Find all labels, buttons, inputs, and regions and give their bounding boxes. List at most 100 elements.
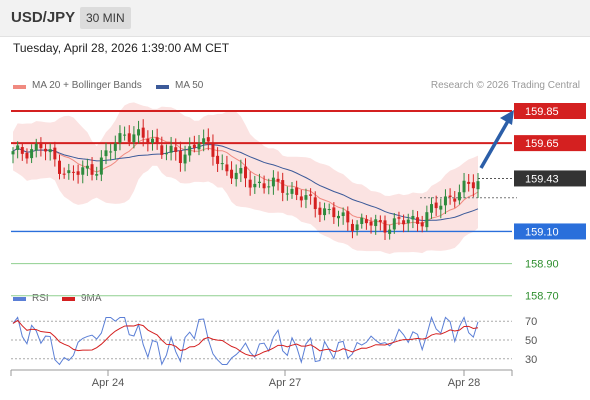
candle <box>53 141 57 167</box>
ma20-legend-label: MA 20 + Bollinger Bands <box>32 80 142 91</box>
candle <box>44 143 48 161</box>
candle <box>16 141 20 159</box>
candle <box>164 144 168 161</box>
candle <box>183 145 187 172</box>
candle <box>67 163 71 180</box>
current-price-tag <box>514 170 586 187</box>
candle <box>327 203 331 215</box>
candle <box>448 188 452 205</box>
candle <box>457 184 461 205</box>
candle <box>309 188 313 205</box>
candle <box>402 214 406 233</box>
candle <box>244 158 247 188</box>
candle <box>160 136 164 159</box>
ma50-swatch <box>156 85 169 89</box>
candle <box>85 158 89 176</box>
candle <box>234 164 238 187</box>
candle <box>225 155 229 176</box>
candle <box>299 189 303 208</box>
candle <box>248 171 252 196</box>
timeframe-button[interactable]: 30 MIN <box>80 7 131 29</box>
resistance-label: 159.85 <box>525 106 559 118</box>
candle <box>58 154 61 180</box>
candle <box>430 197 433 219</box>
candle <box>48 143 52 161</box>
candle <box>318 201 322 222</box>
pivot-label: 159.10 <box>525 226 559 238</box>
candle <box>188 137 192 162</box>
candle <box>346 206 350 231</box>
ma50-legend-label: MA 50 <box>175 80 204 91</box>
candle <box>341 207 345 225</box>
candle <box>118 125 122 151</box>
candle <box>11 147 15 164</box>
ma50-line <box>12 143 479 222</box>
symbol-label: USD/JPY <box>11 9 76 26</box>
candle <box>411 209 415 229</box>
candle <box>323 202 327 221</box>
rsi-tick-label: 70 <box>525 316 537 328</box>
candle <box>364 215 368 230</box>
candle <box>471 174 475 197</box>
candle <box>276 171 280 191</box>
candle <box>369 217 373 234</box>
candle <box>141 119 145 147</box>
candle <box>253 175 257 194</box>
candle <box>332 202 336 224</box>
candle <box>420 215 424 233</box>
rsi-legend-label: RSI <box>32 293 49 304</box>
candle <box>337 210 340 227</box>
x-tick-label: Apr 28 <box>448 377 480 389</box>
resistance-tag <box>514 135 586 152</box>
candle <box>416 211 420 232</box>
candle <box>350 219 354 239</box>
candle <box>281 172 285 202</box>
candle <box>285 186 289 201</box>
candle <box>453 191 457 208</box>
ma20-swatch <box>13 85 26 89</box>
candle <box>30 144 34 164</box>
candle <box>443 189 447 215</box>
candle <box>95 166 99 181</box>
candle <box>313 191 317 218</box>
candle <box>267 178 271 195</box>
forecast-arrow-line <box>479 120 510 169</box>
candle <box>192 135 196 153</box>
candle <box>76 164 80 184</box>
candle <box>239 159 243 183</box>
candle <box>178 141 182 172</box>
candle <box>425 205 429 232</box>
candle <box>304 188 308 209</box>
candle <box>406 213 410 232</box>
candle <box>476 173 480 198</box>
x-axis: Apr 24 Apr 27 Apr 28 <box>10 369 513 389</box>
current-price-label: 159.43 <box>525 173 559 185</box>
rsi-tick-label: 30 <box>525 354 537 366</box>
candle <box>174 138 178 161</box>
candle <box>262 175 266 194</box>
candle <box>360 213 364 229</box>
rsi-swatch <box>13 297 26 301</box>
candle <box>62 167 66 179</box>
candle <box>439 198 443 219</box>
candle <box>290 181 294 199</box>
candle <box>20 142 24 161</box>
candle <box>271 170 275 195</box>
pivot-tag <box>514 223 586 240</box>
candle <box>169 136 173 161</box>
candle <box>295 180 299 201</box>
candle <box>71 165 75 181</box>
candle <box>216 147 220 172</box>
candle <box>146 130 150 152</box>
rsi-ma-swatch <box>62 297 75 301</box>
candle <box>197 134 201 156</box>
resistance-label: 159.65 <box>525 138 559 150</box>
candle <box>206 128 210 151</box>
x-tick-label: Apr 24 <box>92 377 124 389</box>
candle <box>39 137 43 157</box>
chart-header: USD/JPY 30 MIN <box>0 0 590 37</box>
candle <box>90 157 94 181</box>
candle <box>383 215 387 241</box>
candle <box>374 214 378 235</box>
